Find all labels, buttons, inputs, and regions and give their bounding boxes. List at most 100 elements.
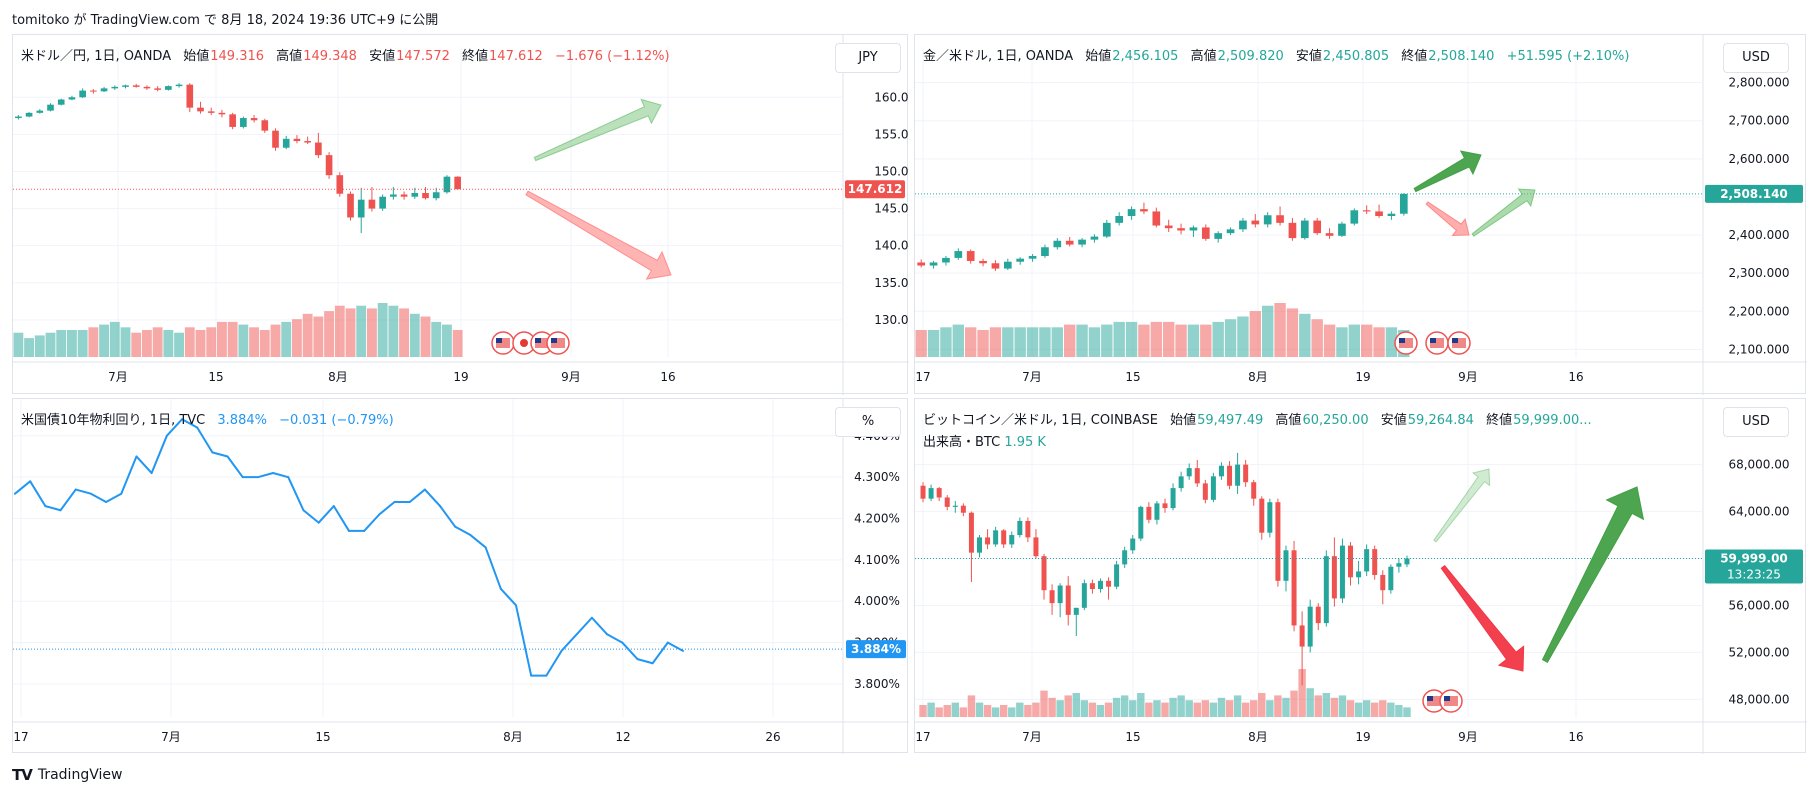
volume-bar <box>943 705 951 717</box>
volume-bar <box>1185 700 1193 717</box>
volume-bar <box>915 330 927 357</box>
candle-body <box>1350 210 1359 224</box>
y-tick-label: 3.800% <box>854 677 900 691</box>
volume-bar <box>302 313 313 357</box>
volume-bar <box>24 338 34 357</box>
y-tick-label: 4.000% <box>854 594 900 608</box>
legend-symbol: 金／米ドル, 1日, OANDA <box>923 49 1074 64</box>
volume-bar <box>1387 702 1395 717</box>
chart-panel-xauusd[interactable]: 17 7月 15 8月 19 9月 16 2,800.000 2,700.000 2,600.00… <box>914 34 1807 395</box>
volume-bar <box>983 705 992 717</box>
candle-body <box>400 194 408 197</box>
legend-symbol: 米ドル／円, 1日, OANDA <box>21 49 172 64</box>
volume-bar <box>1298 669 1306 717</box>
volume-bar <box>1354 702 1363 717</box>
volume-bar <box>1225 700 1234 717</box>
x-tick-label: 15 <box>1125 370 1140 384</box>
legend-close: 147.612 <box>489 49 543 64</box>
volume-bar <box>1145 702 1153 717</box>
yield-line-segment <box>74 488 92 495</box>
volume-bar <box>1274 303 1286 357</box>
chart-panel-us10y[interactable]: 177月158月12264.400%4.300%4.200%4.100%4.00… <box>12 398 909 754</box>
yield-line-segment <box>439 505 457 528</box>
volume-bar <box>388 305 399 357</box>
currency-button[interactable]: JPY <box>835 43 901 73</box>
x-tick-label: 19 <box>1355 730 1370 744</box>
yield-line-segment <box>14 480 32 495</box>
yield-line-segment <box>120 455 138 495</box>
volume-bar <box>184 327 195 357</box>
candle-body <box>100 88 108 92</box>
candle-body <box>1338 223 1346 236</box>
candle-body <box>993 530 999 545</box>
countdown-timer: 13:23:25 <box>1727 568 1781 582</box>
candle-body <box>1138 506 1144 539</box>
candle-body <box>315 142 322 156</box>
us-flag-stripes <box>1399 338 1413 348</box>
volume-bar <box>975 702 984 717</box>
btcusd-chart[interactable]: 177月158月199月1668,000.0064,000.0060,000.0… <box>915 399 1807 754</box>
volume-bar <box>1026 327 1039 357</box>
candle-body <box>1016 258 1025 262</box>
yield-line-segment <box>621 641 639 661</box>
xauusd-chart[interactable]: 17 7月 15 8月 19 9月 16 2,800.000 2,700.000 2,600.00… <box>915 35 1807 395</box>
legend-open: 59,497.49 <box>1197 413 1264 428</box>
volume-bar <box>951 702 960 717</box>
volume-bar <box>1306 688 1314 717</box>
us-flag-canton <box>1452 338 1458 343</box>
usdjpy-chart[interactable]: 7月 15 8月 19 9月 16 160.000 155.000 150.000 145.000… <box>13 35 909 395</box>
candle-body <box>390 194 397 197</box>
btcusd-volume-legend: 出来高・BTC 1.95 K <box>923 431 1046 450</box>
yield-line-segment <box>272 472 290 479</box>
yield-line-segment <box>560 633 578 652</box>
volume-bar <box>1150 321 1163 357</box>
y-tick-label: 56,000.00 <box>1728 598 1789 612</box>
y-tick-label: 145.000 <box>874 202 909 216</box>
us-flag-stripes <box>1444 696 1458 706</box>
green-arrow-up <box>533 98 662 162</box>
yield-line-segment <box>181 418 199 429</box>
volume-bar <box>1224 319 1237 357</box>
candle-body <box>111 86 119 89</box>
candle-body <box>1325 233 1334 236</box>
volume-bar <box>1201 700 1210 717</box>
candle-body <box>1387 213 1396 216</box>
volume-bar <box>1080 700 1089 717</box>
footer-brand[interactable]: 𝗧𝗩 TradingView <box>12 766 122 784</box>
candle-body <box>1404 558 1410 565</box>
candle-body <box>143 86 151 89</box>
candle-body <box>379 196 386 209</box>
volume-bar <box>34 335 45 357</box>
volume-label: 出来高・BTC <box>923 435 1001 450</box>
candle-body <box>1267 502 1273 533</box>
volume-bar <box>1051 327 1064 357</box>
us-flag-stripes <box>535 338 549 348</box>
y-tick-label: 48,000.00 <box>1728 692 1789 706</box>
chart-panel-usdjpy[interactable]: 7月 15 8月 19 9月 16 160.000 155.000 150.000 145.000… <box>12 34 909 395</box>
legend-open: 2,456.105 <box>1112 49 1179 64</box>
legend-low-label: 安値 <box>1380 413 1407 428</box>
volume-bar <box>1217 697 1226 717</box>
legend-high-label: 高値 <box>1275 413 1302 428</box>
volume-bar <box>1032 702 1040 717</box>
candle-body <box>966 251 975 261</box>
volume-bar <box>952 324 965 357</box>
volume-bar <box>1212 321 1224 357</box>
unit-button[interactable]: % <box>835 407 901 437</box>
last-price-value: 147.612 <box>848 182 903 196</box>
legend-change: −0.031 (−0.79%) <box>279 413 394 428</box>
candle-body <box>1259 498 1265 533</box>
volume-bar <box>1101 324 1113 357</box>
currency-button[interactable]: USD <box>1723 43 1789 73</box>
chart-panel-btcusd[interactable]: 177月158月199月1668,000.0064,000.0060,000.0… <box>914 398 1807 754</box>
currency-button[interactable]: USD <box>1723 407 1789 437</box>
volume-bar <box>989 327 1002 357</box>
legend-open-label: 始値 <box>1085 49 1112 64</box>
candle-body <box>1227 465 1233 486</box>
yield-line-segment <box>59 488 77 512</box>
us10y-chart[interactable]: 177月158月12264.400%4.300%4.200%4.100%4.00… <box>13 399 909 754</box>
volume-bar <box>45 332 56 357</box>
volume-bar <box>142 330 152 357</box>
legend-high: 60,250.00 <box>1302 413 1369 428</box>
last-price-value: 3.884% <box>851 642 901 656</box>
